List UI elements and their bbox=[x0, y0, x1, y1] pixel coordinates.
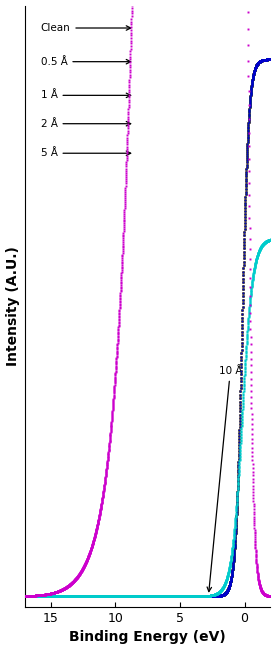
X-axis label: Binding Energy (eV): Binding Energy (eV) bbox=[69, 630, 226, 644]
Y-axis label: Intensity (A.U.): Intensity (A.U.) bbox=[6, 246, 20, 366]
Text: 150 Å: 150 Å bbox=[0, 649, 1, 650]
Text: 0.5 Å: 0.5 Å bbox=[41, 57, 131, 67]
Text: 5 Å: 5 Å bbox=[41, 148, 131, 158]
Text: 1 Å: 1 Å bbox=[41, 90, 131, 100]
Text: 2 Å: 2 Å bbox=[41, 119, 131, 129]
Text: 10 Å: 10 Å bbox=[207, 366, 242, 592]
Text: Clean: Clean bbox=[41, 23, 131, 33]
